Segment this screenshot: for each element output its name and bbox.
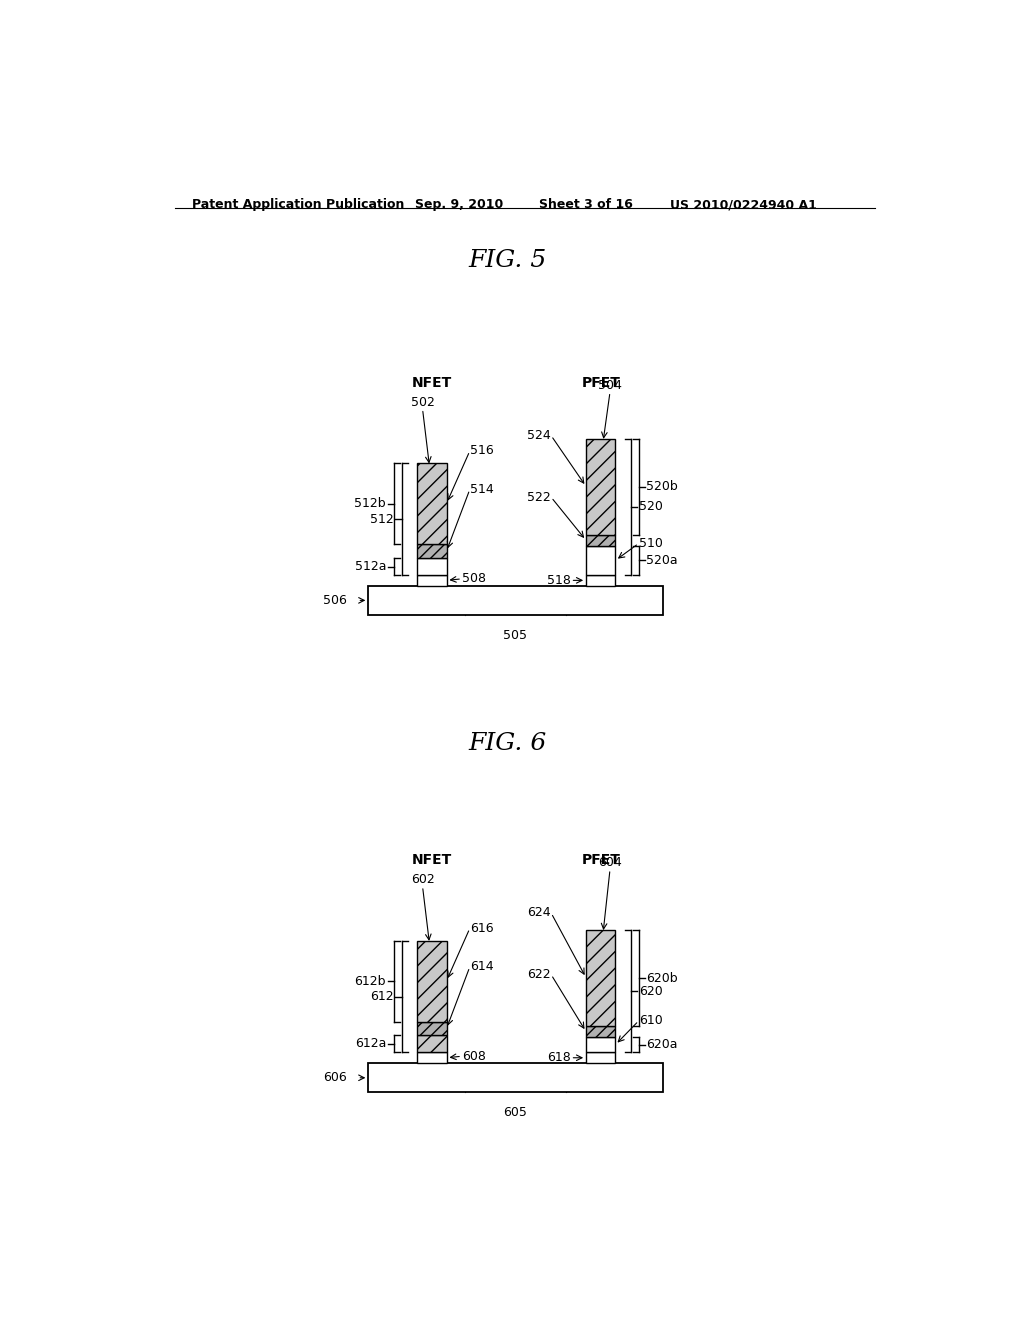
Text: 612b: 612b (354, 974, 386, 987)
Text: 510: 510 (639, 537, 663, 550)
Text: 506: 506 (323, 594, 346, 607)
Text: 512b: 512b (354, 498, 386, 511)
Text: 620: 620 (639, 985, 663, 998)
Text: 518: 518 (547, 574, 570, 587)
Text: 616: 616 (470, 921, 494, 935)
Text: 610: 610 (639, 1014, 663, 1027)
Bar (586, 1052, 615, 1063)
Bar (417, 558, 446, 576)
Bar (417, 1022, 446, 1035)
Bar (417, 463, 446, 544)
Text: 514: 514 (470, 483, 494, 496)
Bar (586, 929, 615, 1026)
Bar (586, 545, 615, 576)
Text: FIG. 6: FIG. 6 (469, 733, 547, 755)
Text: US 2010/0224940 A1: US 2010/0224940 A1 (671, 198, 817, 211)
Text: 605: 605 (504, 1106, 527, 1119)
Text: 618: 618 (547, 1051, 570, 1064)
Bar (586, 438, 615, 535)
Text: PFET: PFET (582, 376, 621, 389)
Text: 516: 516 (470, 445, 494, 458)
Text: 624: 624 (527, 907, 551, 920)
Bar (586, 1026, 615, 1038)
Text: 612: 612 (371, 990, 394, 1003)
Bar (586, 535, 615, 545)
Text: 504: 504 (598, 379, 622, 392)
Text: 602: 602 (411, 873, 434, 886)
Text: 520b: 520b (646, 480, 678, 494)
Text: Patent Application Publication: Patent Application Publication (191, 198, 403, 211)
Text: 620a: 620a (646, 1038, 678, 1051)
Bar (369, 586, 663, 615)
Text: NFET: NFET (412, 853, 452, 867)
Text: Sep. 9, 2010: Sep. 9, 2010 (415, 198, 503, 211)
Text: 604: 604 (598, 857, 622, 869)
Text: 502: 502 (411, 396, 434, 409)
Bar (586, 576, 615, 586)
Bar (417, 1035, 446, 1052)
Bar (417, 941, 446, 1022)
Text: 512a: 512a (354, 560, 386, 573)
Text: 520a: 520a (646, 554, 678, 566)
Text: 520: 520 (639, 500, 663, 513)
Text: FIG. 5: FIG. 5 (469, 249, 547, 272)
Text: 620b: 620b (646, 972, 678, 985)
Text: 622: 622 (527, 968, 551, 981)
Text: 608: 608 (462, 1049, 486, 1063)
Bar (417, 1052, 446, 1063)
Bar (417, 544, 446, 558)
Bar (369, 1063, 663, 1093)
Bar (586, 1038, 615, 1052)
Text: 524: 524 (527, 429, 551, 442)
Text: NFET: NFET (412, 376, 452, 389)
Text: 522: 522 (527, 491, 551, 504)
Text: 612a: 612a (354, 1038, 386, 1051)
Text: 508: 508 (462, 573, 486, 585)
Text: 512: 512 (370, 512, 394, 525)
Text: 606: 606 (323, 1072, 346, 1084)
Text: 614: 614 (470, 961, 494, 973)
Bar (417, 576, 446, 586)
Text: PFET: PFET (582, 853, 621, 867)
Text: 505: 505 (504, 628, 527, 642)
Text: Sheet 3 of 16: Sheet 3 of 16 (539, 198, 633, 211)
